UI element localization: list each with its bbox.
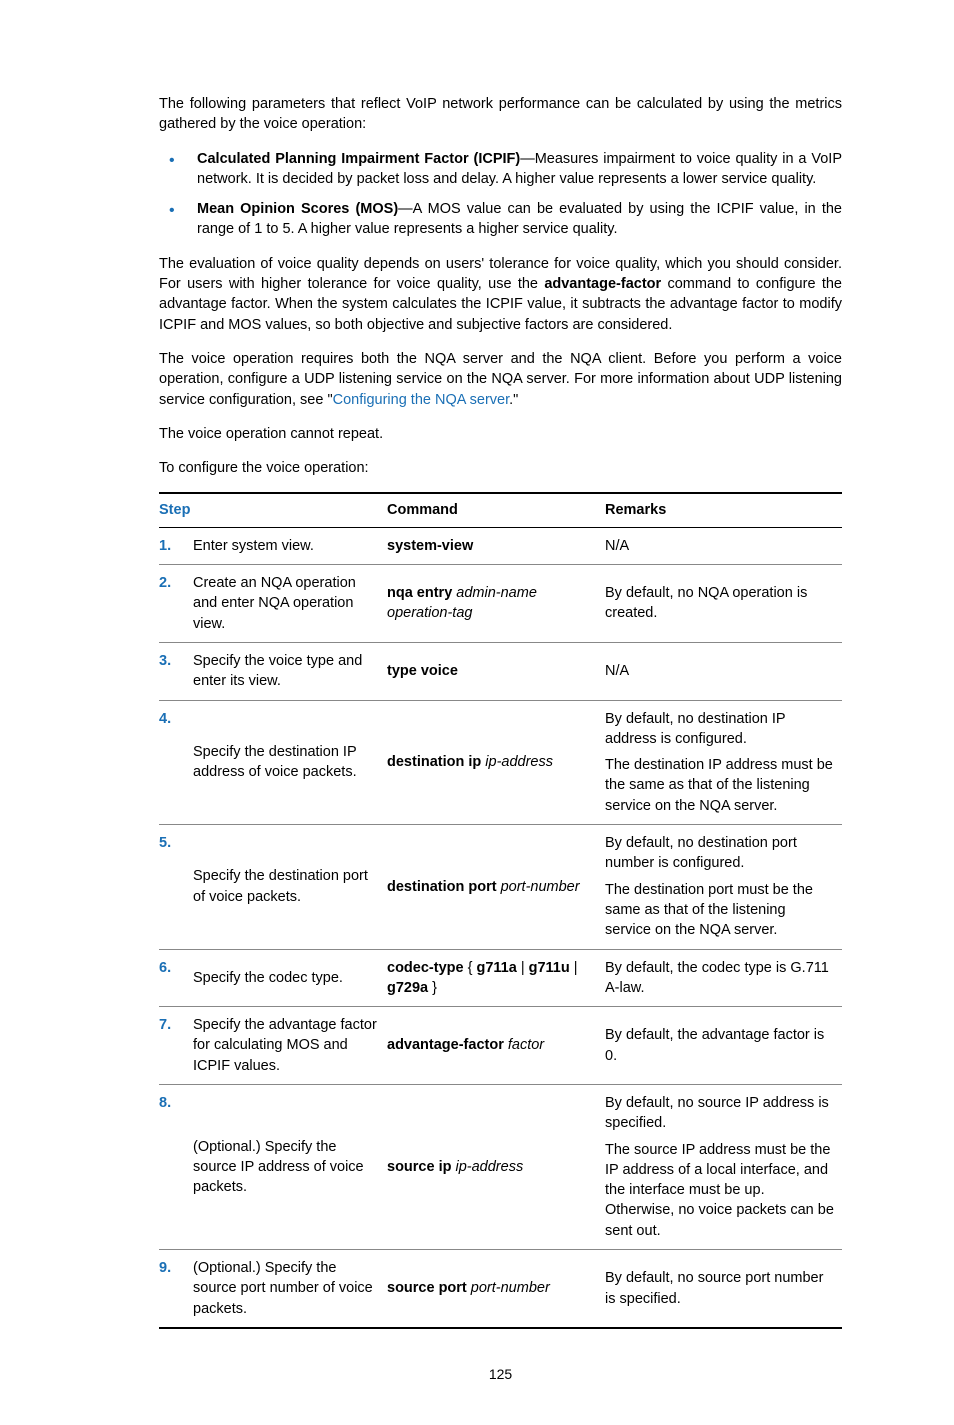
remark-text: N/A [605,661,834,681]
header-step: Step [159,493,387,527]
step-remarks: By default, no destination IP address is… [605,700,842,824]
header-remarks: Remarks [605,493,842,527]
link-configuring-nqa-server[interactable]: Configuring the NQA server [333,392,510,408]
command-italic: ip-address [451,1159,523,1175]
configuration-steps-table: Step Command Remarks 1.Enter system view… [159,492,842,1329]
header-command: Command [387,493,605,527]
table-row: 7.Specify the advantage factor for calcu… [159,1007,842,1085]
step-remarks: N/A [605,642,842,700]
step-description: Specify the destination IP address of vo… [193,700,387,824]
step-description: (Optional.) Specify the source port numb… [193,1250,387,1328]
step-number: 5. [159,825,193,949]
table-row: 3.Specify the voice type and enter its v… [159,642,842,700]
step-description: (Optional.) Specify the source IP addres… [193,1084,387,1249]
step-remarks: By default, no destination port number i… [605,825,842,949]
command-italic: port-number [467,1280,550,1296]
remark-text: By default, no NQA operation is created. [605,583,834,624]
step-number: 1. [159,527,193,564]
remark-text: By default, the codec type is G.711 A-la… [605,958,834,999]
remark-text: The source IP address must be the IP add… [605,1140,834,1241]
table-row: 5.Specify the destination port of voice … [159,825,842,949]
remark-text: By default, no source IP address is spec… [605,1093,834,1134]
step-description: Specify the codec type. [193,949,387,1007]
table-row: 2.Create an NQA operation and enter NQA … [159,565,842,643]
command-bold: advantage-factor [387,1037,504,1053]
step-remarks: By default, the advantage factor is 0. [605,1007,842,1085]
step-number: 4. [159,700,193,824]
remark-text: The destination port must be the same as… [605,880,834,941]
cannot-repeat-paragraph: The voice operation cannot repeat. [159,424,842,444]
step-command: nqa entry admin-name operation-tag [387,565,605,643]
step-remarks: By default, no source port number is spe… [605,1250,842,1328]
bullet-bold: Calculated Planning Impairment Factor (I… [197,151,520,167]
command-bold: type voice [387,663,458,679]
step-description: Create an NQA operation and enter NQA op… [193,565,387,643]
step-number: 6. [159,949,193,1007]
step-command: source port port-number [387,1250,605,1328]
table-row: 1.Enter system view.system-view N/A [159,527,842,564]
command-bold: system-view [387,538,473,554]
remark-text: By default, no destination port number i… [605,833,834,874]
configure-intro-paragraph: To configure the voice operation: [159,458,842,478]
command-bold: source ip [387,1159,451,1175]
step-remarks: By default, no NQA operation is created. [605,565,842,643]
command-italic: ip-address [481,754,553,770]
step-remarks: By default, the codec type is G.711 A-la… [605,949,842,1007]
step-command: type voice [387,642,605,700]
step-number: 8. [159,1084,193,1249]
bullet-list: Calculated Planning Impairment Factor (I… [159,149,842,240]
table-row: 4.Specify the destination IP address of … [159,700,842,824]
step-number: 2. [159,565,193,643]
text-span: ." [509,392,518,408]
command-bold: source port [387,1280,467,1296]
step-command: source ip ip-address [387,1084,605,1249]
step-command: codec-type { g711a | g711u | g729a } [387,949,605,1007]
page-number: 125 [159,1365,842,1385]
remark-text: By default, the advantage factor is 0. [605,1025,834,1066]
step-description: Specify the advantage factor for calcula… [193,1007,387,1085]
remark-text: By default, no destination IP address is… [605,709,834,750]
advantage-factor-paragraph: The evaluation of voice quality depends … [159,254,842,335]
step-command: destination ip ip-address [387,700,605,824]
bullet-bold: Mean Opinion Scores (MOS) [197,201,398,217]
step-remarks: By default, no source IP address is spec… [605,1084,842,1249]
step-command: destination port port-number [387,825,605,949]
step-number: 9. [159,1250,193,1328]
step-description: Enter system view. [193,527,387,564]
bullet-item-mos: Mean Opinion Scores (MOS)—A MOS value ca… [159,199,842,240]
remark-text: By default, no source port number is spe… [605,1268,834,1309]
command-bold: destination ip [387,754,481,770]
remark-text: The destination IP address must be the s… [605,755,834,816]
table-row: 8.(Optional.) Specify the source IP addr… [159,1084,842,1249]
bullet-item-icpif: Calculated Planning Impairment Factor (I… [159,149,842,190]
command-italic: factor [504,1037,544,1053]
step-remarks: N/A [605,527,842,564]
remark-text: N/A [605,536,834,556]
intro-paragraph: The following parameters that reflect Vo… [159,94,842,135]
step-command: system-view [387,527,605,564]
bold-advantage-factor: advantage-factor [544,276,661,292]
table-row: 9.(Optional.) Specify the source port nu… [159,1250,842,1328]
command-bold: codec-type [387,960,464,976]
step-description: Specify the destination port of voice pa… [193,825,387,949]
step-number: 7. [159,1007,193,1085]
step-number: 3. [159,642,193,700]
table-row: 6.Specify the codec type.codec-type { g7… [159,949,842,1007]
step-description: Specify the voice type and enter its vie… [193,642,387,700]
table-header-row: Step Command Remarks [159,493,842,527]
nqa-server-paragraph: The voice operation requires both the NQ… [159,349,842,410]
command-bold: nqa entry [387,585,452,601]
command-italic: port-number [497,879,580,895]
command-bold: destination port [387,879,497,895]
step-command: advantage-factor factor [387,1007,605,1085]
